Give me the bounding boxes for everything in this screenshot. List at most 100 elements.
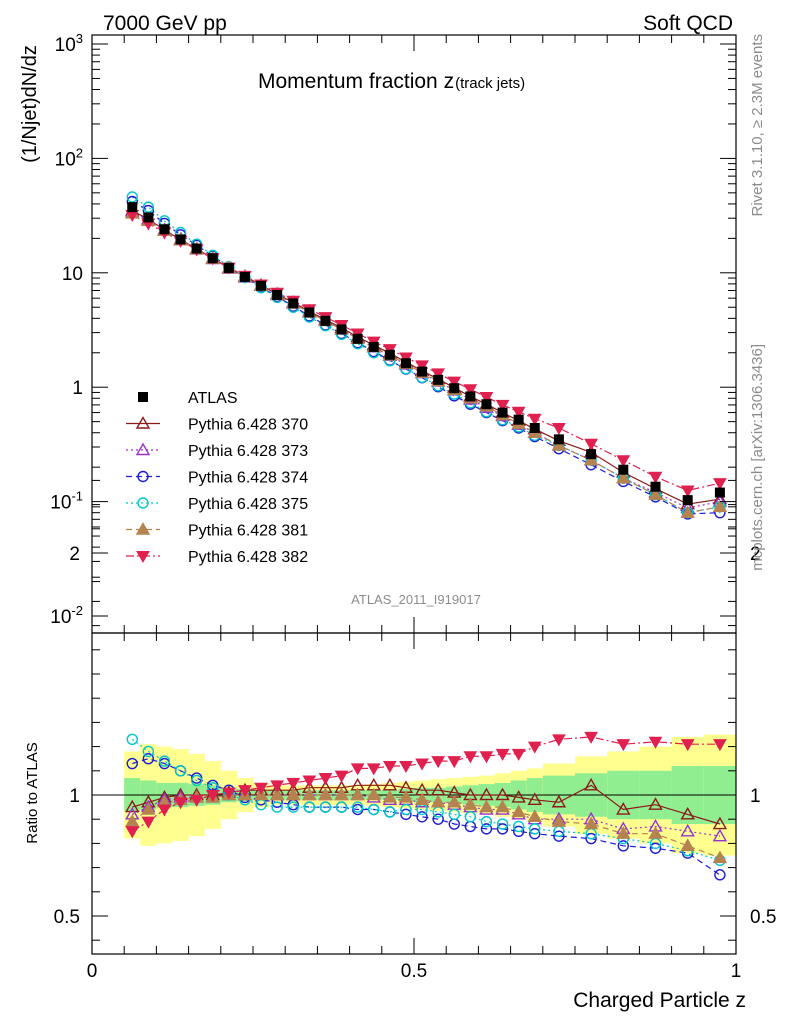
main-axes: 10-2 10-1 1 10 102 103 [50,31,737,633]
ratio-point-3-22 [480,815,493,828]
ratio-point-3-16 [384,806,396,818]
main-point-6-21 [463,384,478,397]
ratio-point-5-13 [334,770,349,783]
main-point-0-18 [417,366,428,377]
main-point-6-26 [552,422,566,435]
main-point-0-17 [400,358,411,369]
legend-label-4: Pythia 6.428 375 [188,496,308,513]
main-point-6-27 [584,438,598,451]
ratio-point-5-2 [157,804,172,817]
main-point-6-23 [495,399,510,412]
ratio-point-2-19 [432,813,444,825]
main-point-6-31 [713,478,727,491]
ratio-point-0-31 [712,816,728,830]
ratio-point-2-23 [496,823,509,835]
ratio-point-4-29 [648,826,663,839]
ratio-point-5-9 [270,780,285,793]
main-point-0-1 [143,212,154,223]
ratio-ylabel: Ratio to ATLAS [24,742,41,843]
main-point-4-1 [142,201,155,213]
ratio-point-4-11 [302,787,317,801]
ratio-point-0-29 [648,797,663,810]
ratio-point-4-15 [366,787,381,801]
ratio-point-2-24 [512,825,525,837]
main-point-6-18 [415,360,429,373]
ratio-point-4-16 [382,790,398,803]
ratio-point-5-10 [286,777,301,790]
ratio-point-4-0 [125,814,140,827]
ratio-point-4-23 [495,799,510,813]
main-point-6-24 [511,406,526,419]
main-point-6-28 [616,455,631,468]
main-y-tick-label-0: 10-2 [50,603,83,628]
legend-label-5: Pythia 6.428 381 [188,523,308,540]
ratio-point-1-31 [712,828,728,842]
main-point-0-7 [239,271,250,282]
legend-label-2: Pythia 6.428 373 [188,443,308,460]
ratio-point-3-14 [351,801,364,813]
main-point-5-28 [616,470,631,484]
legend-label-0: ATLAS [188,390,238,407]
ratio-point-4-22 [479,799,494,813]
main-point-0-21 [465,391,476,402]
main-point-0-28 [618,464,629,475]
ratio-point-3-4 [190,774,203,787]
ratio-point-4-12 [318,787,333,801]
ratio-point-0-28 [616,802,631,815]
main-point-0-16 [384,349,395,360]
main-y-tick-label-1: 10-1 [50,489,83,514]
x-tick-label-2: 1 [731,961,742,982]
rivet-version-text: Rivet 3.1.10, ≥ 2.3M events [749,34,766,217]
main-title: Momentum fraction z(track jets) [258,70,525,93]
x-tick-label-0: 0 [87,961,98,982]
ratio-y-tick-label-left-1: 1 [69,786,80,807]
ratio-point-3-13 [335,801,348,813]
main-point-0-31 [714,487,725,498]
ratio-point-4-17 [398,790,414,803]
ratio-point-4-27 [583,816,599,830]
main-point-5-29 [648,487,663,500]
ratio-point-5-5 [205,790,220,803]
ratio-y-tick-label-right-2: 2 [750,544,761,565]
main-point-6-29 [648,471,663,484]
main-point-6-17 [399,352,413,365]
ratio-point-5-29 [648,736,663,749]
ratio-point-2-28 [617,840,629,852]
ratio-point-5-0 [125,826,140,839]
ratio-point-5-12 [318,773,333,786]
ratio-point-3-1 [142,745,155,758]
main-y-tick-label-2: 1 [72,378,83,399]
main-point-0-27 [586,449,597,460]
main-point-0-8 [256,280,267,291]
main-point-5-31 [712,499,728,513]
legend: ATLAS Pythia 6.428 370 Pythia 6.428 373 Pyt… [126,390,308,566]
ratio-point-0-25 [527,792,542,806]
ratio-y-tick-label-right-0: 0.5 [750,907,776,928]
ratio-point-0-16 [382,777,398,791]
main-point-4-0 [126,191,138,203]
ratio-point-0-0 [125,799,140,813]
main-point-0-20 [449,383,460,394]
main-point-0-14 [352,333,363,344]
ratio-point-3-20 [448,808,460,821]
ratio-point-2-18 [416,811,428,823]
legend-label-3: Pythia 6.428 374 [188,470,308,487]
ratio-point-3-9 [271,801,283,813]
x-tick-label-1: 0.5 [401,961,427,982]
ratio-point-3-24 [512,820,525,833]
header-right: Soft QCD [643,12,733,35]
ratio-point-2-1 [142,753,155,765]
main-point-6-20 [447,376,462,389]
ratio-point-5-26 [552,734,566,747]
ratio-point-5-6 [221,787,236,800]
x-axis-label: Charged Particle z [573,989,746,1012]
ratio-point-0-22 [479,787,494,801]
ratio-y-tick-label-right-1: 1 [750,786,761,807]
ratio-point-4-14 [350,787,365,801]
ratio-point-4-24 [511,804,526,818]
ratio-point-5-19 [431,756,446,769]
ratio-point-5-18 [415,758,429,771]
ratio-point-3-15 [368,803,380,816]
main-line-4 [131,196,721,514]
